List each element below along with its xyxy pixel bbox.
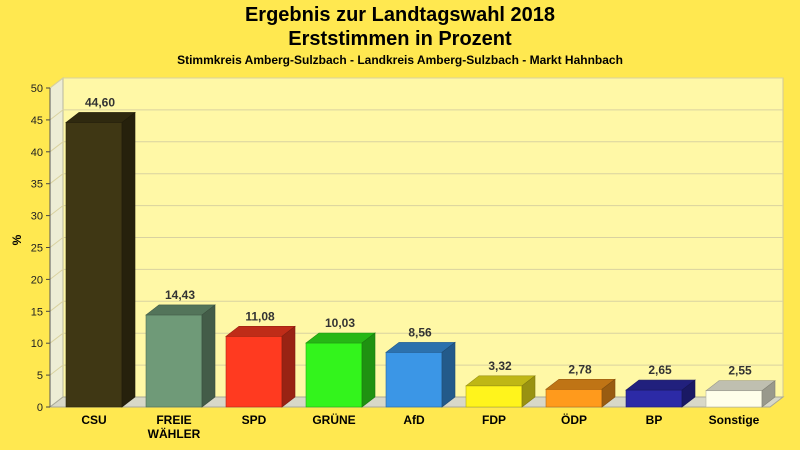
bar bbox=[305, 342, 363, 408]
y-tick-label: 20 bbox=[31, 274, 43, 286]
bar-side bbox=[521, 375, 536, 408]
bar-side bbox=[281, 325, 296, 408]
gridline bbox=[49, 364, 783, 376]
bar bbox=[705, 390, 763, 408]
y-tick-label: 25 bbox=[31, 243, 43, 255]
data-label: 3,32 bbox=[488, 359, 512, 373]
gridline bbox=[49, 77, 783, 89]
y-tick-label: 35 bbox=[31, 179, 43, 191]
data-label: 8,56 bbox=[408, 325, 432, 339]
y-tick-label: 40 bbox=[31, 147, 43, 159]
bar bbox=[385, 352, 443, 408]
gridline bbox=[49, 300, 783, 312]
data-label: 14,43 bbox=[165, 288, 195, 302]
gridline bbox=[49, 332, 783, 344]
y-tick-label: 15 bbox=[31, 306, 43, 318]
bar-side bbox=[201, 304, 216, 408]
bar-side bbox=[761, 380, 776, 408]
x-tick-label: WÄHLER bbox=[148, 426, 201, 441]
gridline bbox=[49, 109, 783, 121]
chart-title-line2: Erststimmen in Prozent bbox=[288, 28, 512, 50]
bar bbox=[65, 122, 123, 408]
chart-subtitle: Stimmkreis Amberg-Sulzbach - Landkreis A… bbox=[177, 53, 623, 67]
data-label: 44,60 bbox=[85, 95, 115, 109]
gridline bbox=[49, 173, 783, 185]
bar-side bbox=[601, 378, 616, 408]
y-axis-label: % bbox=[10, 234, 24, 245]
bar-side bbox=[681, 379, 696, 408]
x-tick-label: SPD bbox=[242, 413, 267, 427]
bar bbox=[625, 389, 683, 408]
bar bbox=[465, 385, 523, 408]
data-label: 10,03 bbox=[325, 316, 355, 330]
x-tick-label: FDP bbox=[482, 413, 506, 427]
bar bbox=[545, 388, 603, 408]
bar bbox=[145, 314, 203, 408]
data-label: 2,78 bbox=[568, 362, 592, 376]
y-tick-label: 0 bbox=[37, 402, 43, 414]
x-tick-label: CSU bbox=[81, 413, 106, 427]
data-label: 11,08 bbox=[245, 309, 275, 323]
x-tick-label: BP bbox=[646, 413, 663, 427]
chart-title: Ergebnis zur Landtagswahl 2018 bbox=[244, 4, 556, 26]
data-label: 2,65 bbox=[648, 363, 672, 377]
data-label: 2,55 bbox=[728, 364, 752, 378]
gridline bbox=[49, 205, 783, 216]
bar-side bbox=[361, 332, 376, 408]
x-tick-label: ÖDP bbox=[561, 412, 587, 427]
y-tick-label: 5 bbox=[37, 370, 43, 382]
y-tick-label: 30 bbox=[31, 211, 43, 223]
y-tick-label: 10 bbox=[31, 338, 43, 350]
x-tick-label: GRÜNE bbox=[312, 412, 355, 427]
bar-side bbox=[121, 111, 136, 408]
bar bbox=[225, 336, 283, 408]
bar-side bbox=[441, 341, 456, 408]
y-tick-label: 50 bbox=[31, 83, 43, 95]
x-tick-label: FREIE bbox=[156, 413, 191, 427]
gridline bbox=[49, 268, 783, 280]
x-tick-label: AfD bbox=[403, 413, 425, 427]
y-tick-label: 45 bbox=[31, 115, 43, 127]
gridline bbox=[49, 141, 783, 153]
gridline bbox=[49, 237, 783, 248]
x-tick-label: Sonstige bbox=[709, 413, 760, 427]
